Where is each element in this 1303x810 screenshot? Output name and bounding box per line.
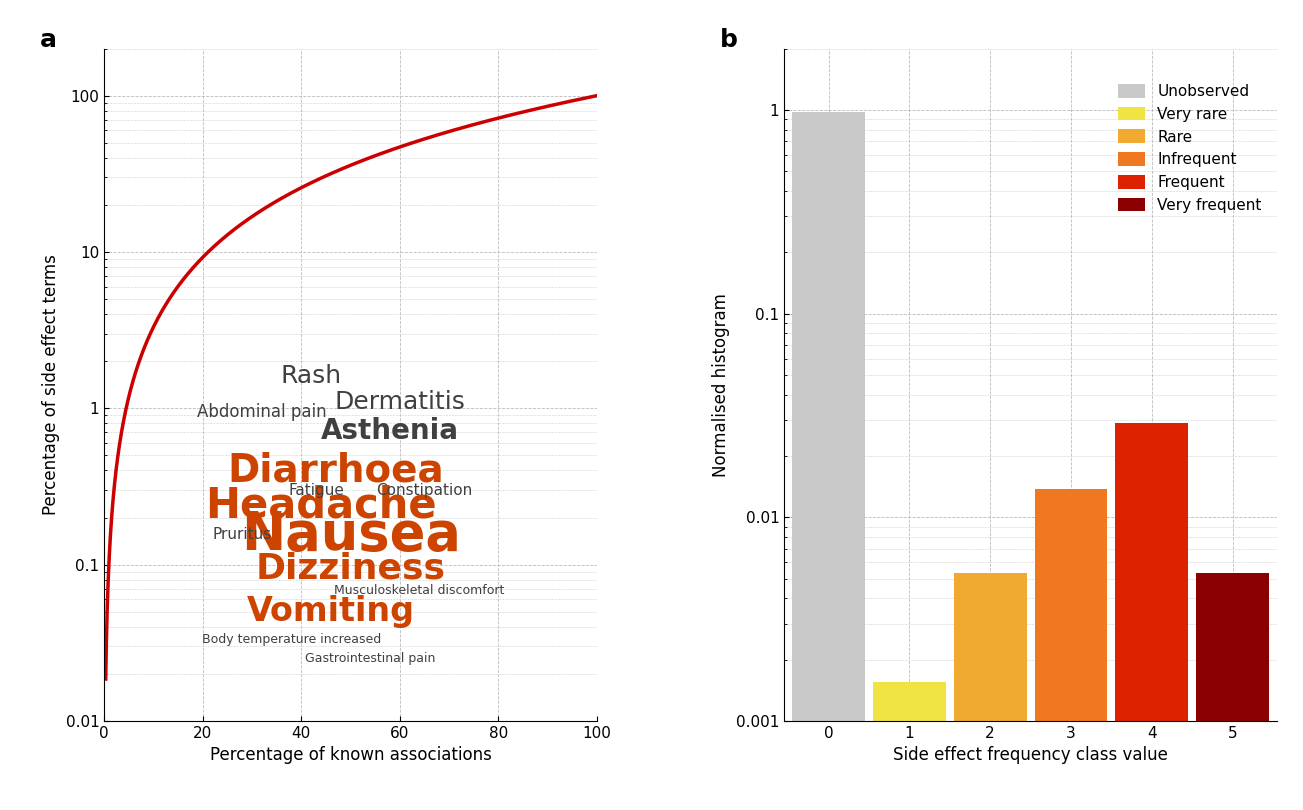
Text: Dermatitis: Dermatitis xyxy=(335,390,465,414)
Bar xyxy=(792,112,865,810)
Text: Body temperature increased: Body temperature increased xyxy=(202,633,380,646)
Bar xyxy=(1035,488,1108,810)
Text: Headache: Headache xyxy=(206,484,437,526)
Text: Gastrointestinal pain: Gastrointestinal pain xyxy=(305,652,435,665)
Text: Fatigue: Fatigue xyxy=(288,483,344,497)
Text: Abdominal pain: Abdominal pain xyxy=(197,403,327,420)
Text: Musculoskeletal discomfort: Musculoskeletal discomfort xyxy=(335,584,504,597)
Text: b: b xyxy=(721,28,737,53)
Y-axis label: Percentage of side effect terms: Percentage of side effect terms xyxy=(42,254,60,515)
Bar xyxy=(954,573,1027,810)
Y-axis label: Normalised histogram: Normalised histogram xyxy=(713,292,731,477)
Text: a: a xyxy=(40,28,57,53)
X-axis label: Percentage of known associations: Percentage of known associations xyxy=(210,746,491,765)
Legend: Unobserved, Very rare, Rare, Infrequent, Frequent, Very frequent: Unobserved, Very rare, Rare, Infrequent,… xyxy=(1110,76,1269,220)
Text: Vomiting: Vomiting xyxy=(246,595,414,628)
Text: Constipation: Constipation xyxy=(377,483,473,497)
Text: Nausea: Nausea xyxy=(241,509,460,561)
Text: Diarrhoea: Diarrhoea xyxy=(228,451,444,489)
Bar xyxy=(1196,573,1269,810)
X-axis label: Side effect frequency class value: Side effect frequency class value xyxy=(893,746,1167,765)
Bar xyxy=(873,682,946,810)
Text: Pruritus: Pruritus xyxy=(212,527,272,543)
Text: Dizziness: Dizziness xyxy=(255,552,446,586)
Bar xyxy=(1115,423,1188,810)
Text: Rash: Rash xyxy=(280,364,341,388)
Text: Asthenia: Asthenia xyxy=(321,416,459,445)
